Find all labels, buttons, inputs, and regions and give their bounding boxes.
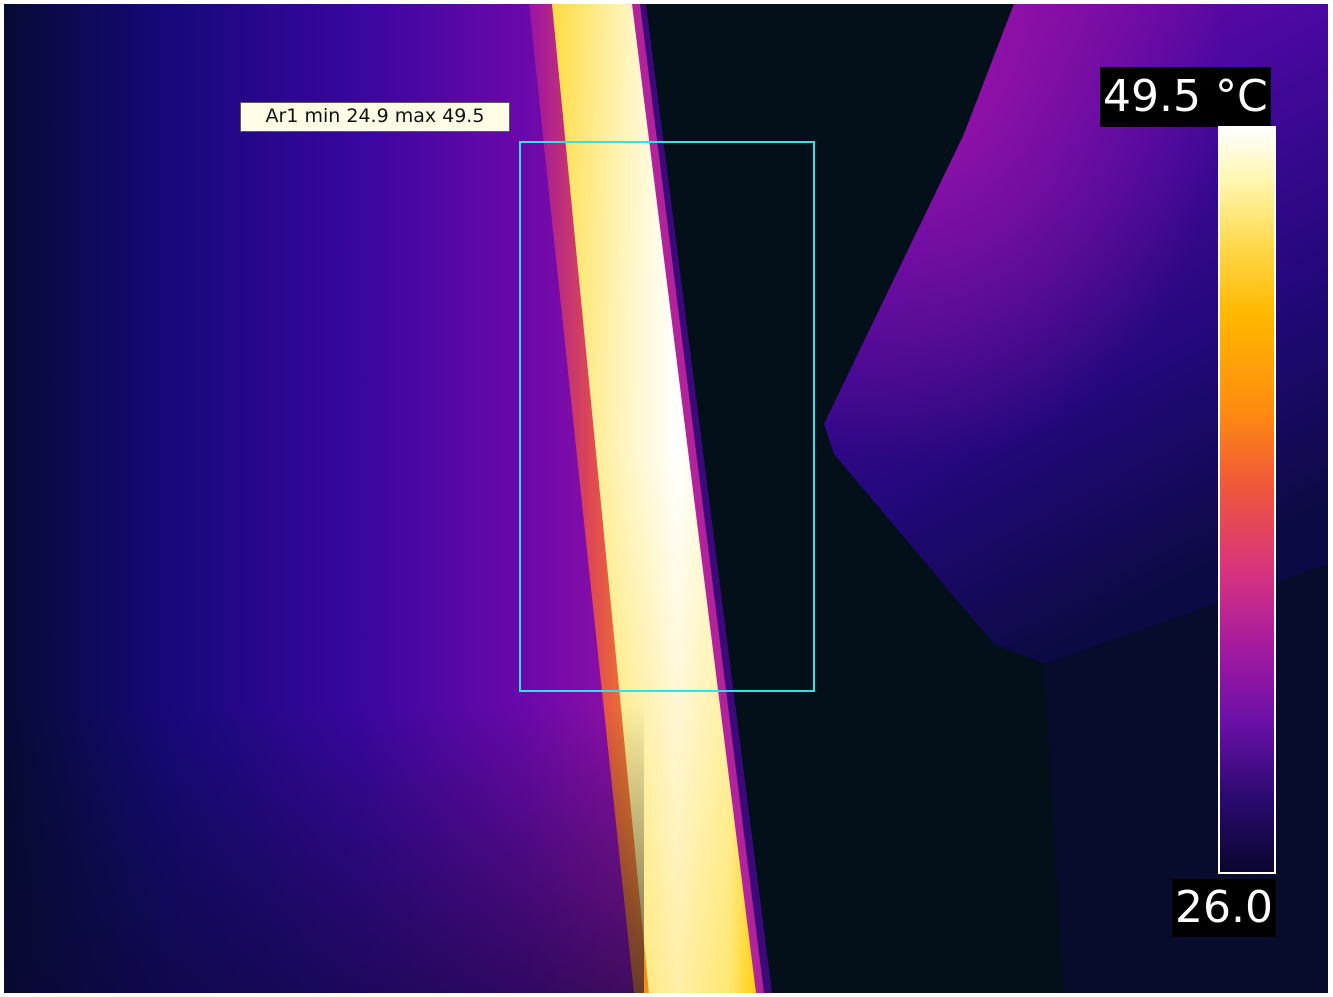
temperature-color-scale <box>1218 126 1276 874</box>
scale-max-label: 49.5 °C <box>1100 67 1271 127</box>
roi-rectangle[interactable] <box>519 141 815 692</box>
scale-min-label: 26.0 <box>1172 879 1276 937</box>
thermal-image-frame: Ar1 min 24.9 max 49.5 49.5 °C 26.0 <box>4 4 1328 993</box>
roi-measurement-label: Ar1 min 24.9 max 49.5 <box>240 102 510 132</box>
thermal-image <box>4 4 1328 993</box>
